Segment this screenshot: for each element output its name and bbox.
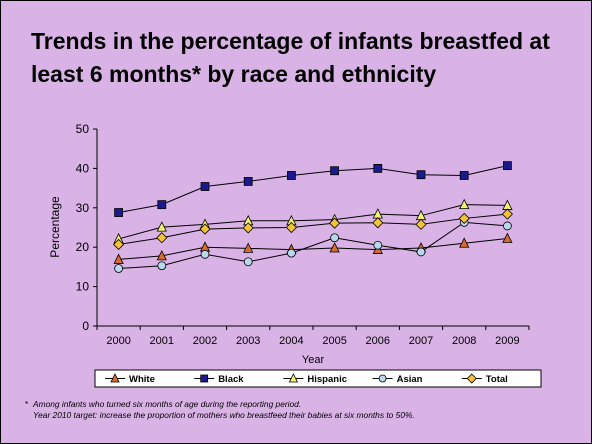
data-point-asian [416,247,426,257]
data-point-white [243,242,254,253]
data-point-total [285,221,297,234]
data-point-asian [373,240,383,250]
y-tick-label: 50 [76,122,90,136]
data-point-black [373,163,383,173]
series-line-black [118,165,508,214]
series-line-white [118,238,508,260]
footnote-marker: * [25,399,29,409]
y-tick-label: 20 [76,240,90,254]
data-point-total [329,217,341,229]
legend-box [94,369,542,388]
data-point-white [156,249,167,261]
chart-axes: 0 10 20 30 40 50 2000 2001 2002 2003 2004 2005 2006 2… [76,122,530,347]
data-point-white [502,232,513,243]
data-point-asian [243,257,253,267]
legend-marker-white [110,373,120,383]
data-point-white [329,242,340,253]
data-point-black [459,171,469,180]
legend-label-white: White [129,374,155,385]
legend-marker-asian [378,374,387,383]
slide-title: Trends in the percentage of infants brea… [31,28,550,87]
data-point-black [330,166,340,176]
x-tick-label: 2004 [279,335,303,347]
data-point-hispanic [459,198,470,210]
series-line-asian [118,221,508,269]
data-point-hispanic [372,208,383,219]
chart-markers [113,161,513,273]
data-point-total [415,218,427,230]
x-tick-label: 2009 [495,335,519,347]
data-point-total [113,238,125,251]
data-point-asian [286,248,296,258]
data-point-asian [502,221,512,231]
data-point-total [242,222,254,234]
legend-marker-black [200,374,209,383]
chart-lines [118,165,508,269]
x-tick-label: 2000 [106,335,130,347]
data-point-asian [200,249,210,259]
x-tick-label: 2008 [452,335,476,347]
x-tick-label: 2006 [366,335,390,347]
data-point-hispanic [156,221,167,232]
data-point-white [199,241,211,252]
legend-marker-total [466,373,477,384]
x-tick-label: 2007 [409,335,433,347]
series-line-total [118,213,508,245]
data-point-asian [330,233,340,243]
data-point-total [501,208,513,220]
data-point-total [199,223,211,235]
legend-label-total: Total [486,374,508,385]
chart-legend: White Black Hispanic Asian Total [94,369,542,388]
data-point-total [156,232,168,244]
x-tick-label: 2001 [150,335,174,347]
data-point-black [157,200,167,210]
y-tick-label: 0 [82,319,89,333]
data-point-black [286,171,296,180]
y-tick-label: 10 [76,280,90,294]
data-point-white [113,253,124,264]
footnote-line-1: Among infants who turned six months of a… [33,399,302,409]
x-tick-label: 2005 [322,335,346,347]
data-point-black [200,182,210,191]
data-point-asian [157,261,167,271]
legend-label-black: Black [218,374,244,385]
y-tick-label: 30 [76,201,90,215]
y-tick-label: 40 [76,161,90,175]
data-point-black [243,177,253,186]
x-tick-label: 2002 [193,335,217,347]
footnote-line-2: Year 2010 target: increase the proportio… [33,410,415,420]
data-point-black [416,170,426,180]
data-point-asian [114,264,123,273]
x-tick-label: 2003 [236,335,260,347]
data-point-total [372,217,384,229]
legend-marker-hispanic [288,373,299,383]
legend-label-asian: Asian [397,374,423,385]
data-point-black [502,161,512,171]
data-point-black [114,208,123,217]
data-point-total [458,212,470,225]
y-axis-label: Percentage [48,196,62,258]
data-point-white [459,237,470,248]
x-axis-label: Year [302,354,325,366]
legend-label-hispanic: Hispanic [307,374,347,385]
series-line-hispanic [118,204,508,240]
footnote: * Among infants who turned six months of… [25,399,583,421]
